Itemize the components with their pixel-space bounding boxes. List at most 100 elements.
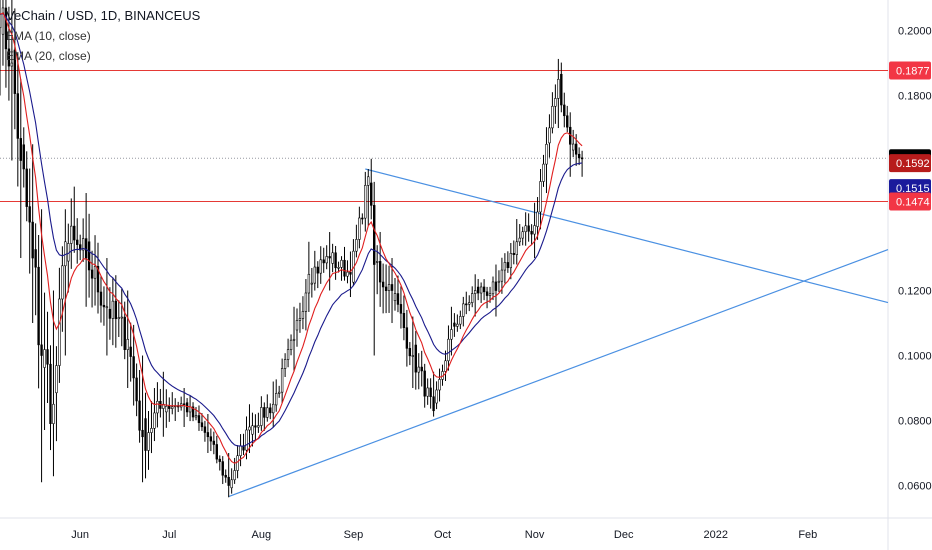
trendlines-layer	[228, 168, 889, 498]
candle-body	[260, 407, 263, 426]
candle-body	[316, 266, 319, 274]
candles-layer	[0, 0, 584, 498]
candle-body	[390, 284, 394, 291]
candle-body	[402, 312, 406, 329]
candle-body	[1, 7, 5, 35]
candle-body	[361, 217, 364, 220]
candle-body	[384, 286, 388, 291]
candle-body	[215, 444, 218, 460]
candle-body	[331, 252, 334, 264]
candle-body	[456, 323, 459, 327]
candle-body	[444, 360, 447, 372]
candle-body	[227, 476, 230, 486]
candle-body	[557, 78, 560, 99]
candle-body	[283, 359, 287, 369]
candle-body	[10, 62, 14, 67]
candle-body	[277, 391, 281, 394]
candle-body	[286, 349, 290, 360]
candle-body	[218, 458, 221, 462]
candle-body	[453, 322, 456, 327]
horizontal-lines-layer	[0, 70, 888, 202]
candle-body	[471, 293, 474, 303]
candle-body	[530, 230, 533, 235]
candle-body	[34, 249, 37, 268]
candle-body	[90, 269, 94, 279]
candle-body	[476, 286, 480, 294]
candle-body	[197, 415, 201, 424]
candle-body	[19, 138, 22, 161]
candle-body	[254, 425, 257, 428]
candle-body	[233, 470, 236, 481]
candle-body	[310, 282, 314, 285]
candle-body	[212, 440, 216, 445]
candle-body	[185, 402, 189, 413]
candle-body	[280, 368, 284, 393]
candle-body	[263, 407, 266, 418]
candle-body	[566, 115, 569, 128]
x-tick-label: Nov	[525, 529, 545, 541]
candle-body	[560, 73, 563, 106]
candle-body	[114, 300, 118, 320]
candle-body	[370, 182, 373, 206]
plot-background	[0, 0, 888, 518]
candle-body	[435, 389, 438, 404]
candle-body	[25, 168, 28, 207]
candle-body	[542, 163, 545, 182]
candle-body	[165, 405, 168, 413]
candle-body	[571, 143, 575, 151]
candle-body	[150, 428, 153, 433]
candle-body	[138, 400, 141, 431]
candle-body	[7, 48, 11, 67]
candle-body	[194, 415, 198, 418]
x-tick-label: Feb	[798, 529, 817, 541]
y-tick-label: 0.2000	[898, 26, 932, 38]
candle-body	[438, 379, 441, 391]
candle-body	[343, 259, 346, 277]
candle-body	[120, 316, 123, 319]
candle-body	[500, 269, 504, 282]
candle-body	[426, 387, 429, 397]
candle-body	[420, 366, 423, 372]
candle-body	[99, 291, 103, 306]
candle-body	[367, 176, 370, 186]
candle-body	[465, 303, 468, 306]
candle-body	[248, 426, 251, 431]
ema10-legend[interactable]: EMA (10, close)	[6, 29, 91, 43]
candle-body	[105, 306, 109, 309]
candle-body	[301, 311, 305, 319]
candle-body	[43, 349, 46, 368]
price-badge-label: 0.1474	[896, 196, 930, 208]
candle-body	[272, 403, 275, 414]
candle-body	[245, 429, 248, 451]
x-tick-label: Dec	[614, 529, 634, 541]
candle-body	[304, 292, 308, 312]
candle-body	[462, 303, 465, 317]
candle-body	[393, 293, 397, 302]
candle-body	[78, 244, 82, 251]
candle-body	[447, 338, 450, 362]
candle-body	[126, 338, 129, 350]
price-badge-label: 0.1592	[896, 158, 930, 170]
candle-body	[334, 252, 337, 269]
candle-body	[236, 455, 239, 471]
candle-body	[84, 238, 88, 259]
symbol-title[interactable]: VeChain / USD, 1D, BINANCEUS	[6, 8, 201, 23]
candle-body	[313, 266, 317, 284]
candle-body	[417, 366, 420, 373]
x-axis-ticks: Jun Jul Aug Sep Oct Nov Dec 2022 Feb	[71, 529, 817, 541]
candle-body	[322, 259, 325, 264]
candle-body	[144, 418, 147, 451]
price-badge	[889, 192, 931, 211]
candle-body	[373, 205, 376, 265]
candle-body	[230, 479, 233, 489]
ema20-legend[interactable]: EMA (20, close)	[6, 49, 91, 63]
candle-body	[411, 355, 415, 357]
candle-body	[381, 281, 385, 288]
candle-body	[524, 225, 527, 233]
candle-body	[399, 304, 403, 314]
candle-body	[191, 406, 195, 418]
candle-body	[224, 474, 227, 478]
candle-body	[239, 445, 242, 457]
candle-body	[298, 318, 302, 321]
